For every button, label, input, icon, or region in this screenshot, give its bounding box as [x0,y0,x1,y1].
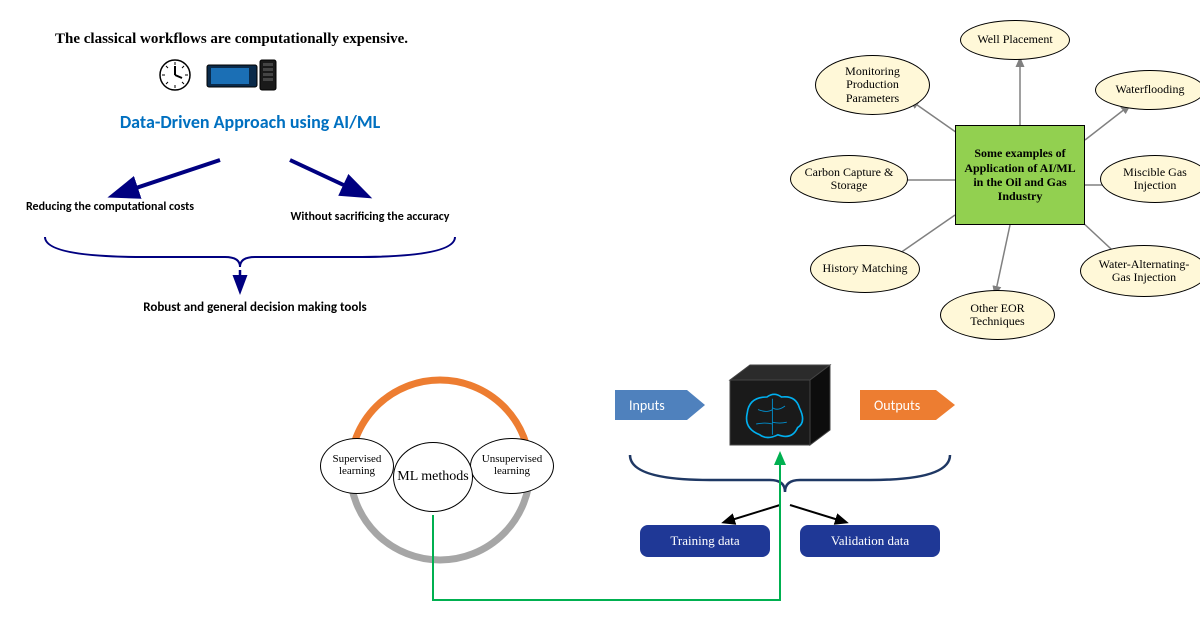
heading-text: Data-Driven Approach using AI/ML [120,112,380,133]
branch-left: Reducing the computational costs [25,200,195,214]
mindmap-center: Some examples of Application of AI/ML in… [955,125,1085,225]
merge-bracket [35,232,475,302]
mindmap-node-6: Carbon Capture & Storage [790,155,908,203]
venn-supervised: Supervised learning [320,438,394,494]
branch-right: Without sacrificing the accuracy [245,210,495,224]
mindmap-node-1: Waterflooding [1095,70,1200,110]
outputs-arrow: Outputs [860,390,955,420]
result-text: Robust and general decision making tools [80,300,430,315]
green-connector [430,405,790,615]
mindmap-node-7: Monitoring Production Parameters [815,55,930,115]
validation-data-pill: Validation data [800,525,940,557]
mindmap-node-5: History Matching [810,245,920,293]
data-driven-heading: Data-Driven Approach using AI/ML [100,112,400,133]
classical-workflows-title: The classical workflows are computationa… [55,30,555,48]
mindmap-node-3: Water-Alternating-Gas Injection [1080,245,1200,297]
title-text: The classical workflows are computationa… [55,31,408,47]
clock-icon [155,55,195,95]
server-icon [205,55,280,95]
mindmap-node-0: Well Placement [960,20,1070,60]
mindmap-node-4: Other EOR Techniques [940,290,1055,340]
mindmap-node-2: Miscible Gas Injection [1100,155,1200,203]
